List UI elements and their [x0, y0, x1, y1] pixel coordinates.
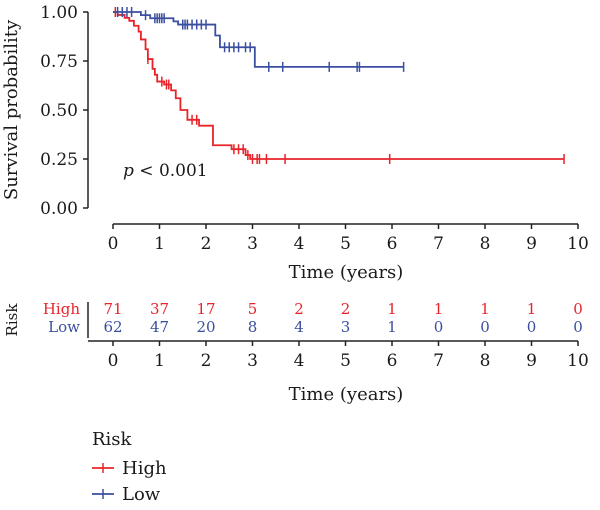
risk-count-low: 47 [150, 318, 169, 336]
risk-count-high: 1 [434, 300, 444, 318]
y-axis-title: Survival probability [1, 19, 22, 200]
x-tick-label: 9 [526, 234, 537, 254]
y-tick-label: 0.25 [40, 150, 78, 170]
risk-count-high: 1 [480, 300, 490, 318]
x-axis: 0 1 2 3 4 5 6 7 8 9 10 [108, 223, 589, 254]
risk-x-tick-label: 1 [154, 351, 165, 371]
risk-row-label-low: Low [48, 318, 80, 336]
risk-count-high: 71 [103, 300, 122, 318]
legend: Risk High Low [92, 429, 167, 505]
risk-count-low: 1 [387, 318, 397, 336]
x-tick-label: 5 [340, 234, 351, 254]
risk-table-title: Risk [3, 303, 21, 337]
legend-label-high: High [122, 458, 167, 479]
legend-label-low: Low [122, 484, 161, 505]
x-tick-label: 7 [433, 234, 444, 254]
risk-count-high: 5 [248, 300, 258, 318]
p-value-annotation: p < 0.001 [123, 161, 208, 181]
risk-x-tick-label: 5 [340, 351, 351, 371]
risk-count-low: 0 [480, 318, 490, 336]
risk-count-low: 8 [248, 318, 258, 336]
risk-x-tick-label: 0 [108, 351, 119, 371]
risk-x-tick-label: 6 [387, 351, 398, 371]
risk-count-high: 2 [341, 300, 351, 318]
risk-count-high: 1 [387, 300, 397, 318]
risk-x-tick-label: 10 [567, 351, 589, 371]
risk-x-tick-label: 4 [294, 351, 305, 371]
x-tick-label: 8 [480, 234, 491, 254]
risk-count-low: 0 [573, 318, 583, 336]
x-tick-label: 1 [154, 234, 165, 254]
survival-plot: Survival probability 0.00 0.25 0.50 0.75 1.0… [1, 3, 589, 283]
risk-count-high: 1 [527, 300, 537, 318]
x-tick-label: 6 [387, 234, 398, 254]
x-axis-title: Time (years) [289, 262, 404, 283]
legend-title: Risk [92, 429, 133, 450]
risk-x-tick-label: 9 [526, 351, 537, 371]
risk-count-low: 4 [294, 318, 304, 336]
risk-count-low: 3 [341, 318, 351, 336]
x-tick-label: 0 [108, 234, 119, 254]
risk-x-tick-label: 8 [480, 351, 491, 371]
risk-count-high: 0 [573, 300, 583, 318]
risk-x-tick-label: 7 [433, 351, 444, 371]
legend-items: High Low [92, 458, 167, 505]
risk-count-high: 17 [196, 300, 215, 318]
risk-count-low: 62 [103, 318, 122, 336]
risk-table-x-axis: 0 1 2 3 4 5 6 7 8 9 10 [88, 340, 589, 371]
risk-count-low: 20 [196, 318, 215, 336]
y-tick-label: 1.00 [40, 3, 78, 23]
risk-count-high: 2 [294, 300, 304, 318]
survival-curves [113, 7, 565, 164]
y-tick-label: 0.75 [40, 52, 78, 72]
risk-row-label-high: High [43, 300, 80, 318]
x-tick-label: 4 [294, 234, 305, 254]
risk-x-tick-label: 3 [247, 351, 258, 371]
risk-count-low: 0 [527, 318, 537, 336]
x-tick-label: 2 [201, 234, 212, 254]
survival-curve-high [113, 11, 565, 160]
risk-count-low: 0 [434, 318, 444, 336]
risk-count-high: 37 [150, 300, 169, 318]
risk-table-x-axis-title: Time (years) [289, 384, 404, 405]
x-tick-label: 10 [567, 234, 589, 254]
y-axis: 0.00 0.25 0.50 0.75 1.00 [40, 3, 89, 219]
y-tick-label: 0.50 [40, 101, 78, 121]
y-tick-label: 0.00 [40, 199, 78, 219]
x-tick-label: 3 [247, 234, 258, 254]
risk-x-tick-label: 2 [201, 351, 212, 371]
